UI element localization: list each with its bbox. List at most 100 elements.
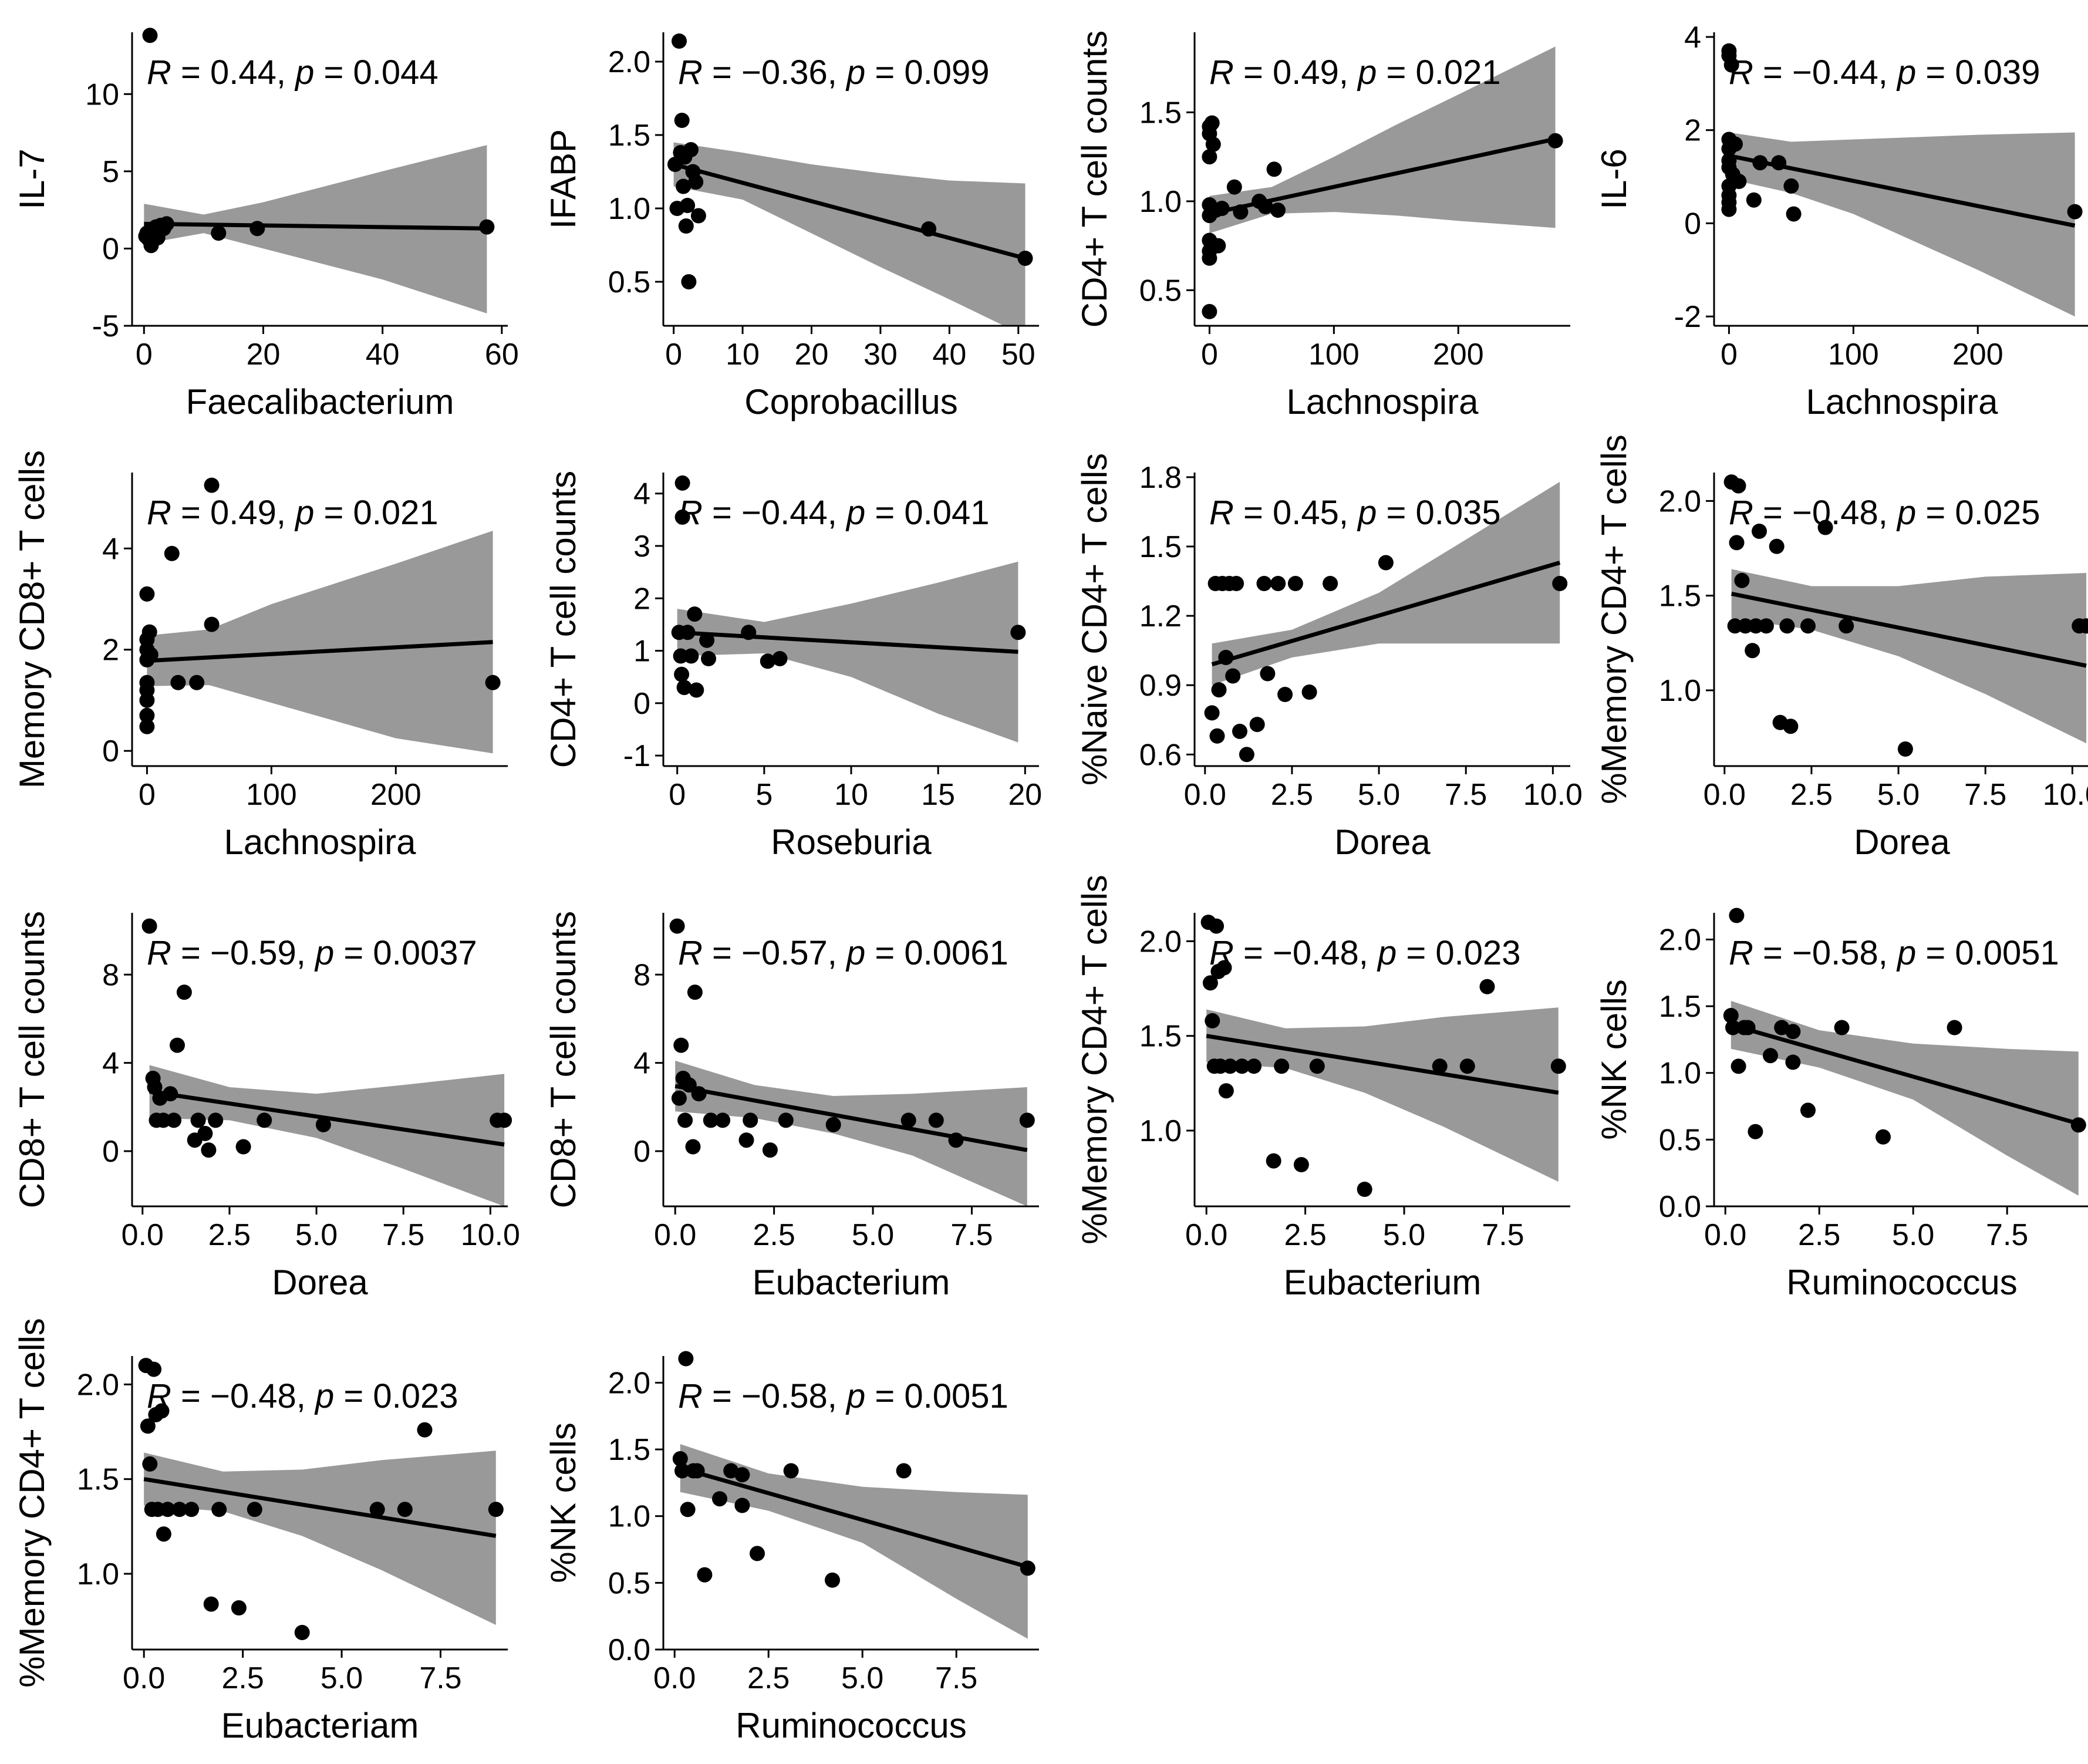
x-tick-label: 2.5 (221, 1661, 264, 1695)
data-point (1301, 684, 1317, 700)
data-point (674, 113, 690, 128)
y-tick-label: 1.5 (1659, 579, 1701, 613)
data-point (1357, 1182, 1372, 1197)
data-point (211, 225, 227, 241)
x-tick-label: 7.5 (935, 1661, 977, 1695)
correlation-annotation: R = −0.36, p = 0.099 (678, 53, 990, 92)
x-tick-label: 40 (366, 338, 400, 372)
data-point (672, 33, 687, 49)
data-point (673, 648, 689, 664)
data-point (1378, 555, 1394, 571)
x-tick-label: 100 (1308, 338, 1360, 372)
data-point (231, 1600, 247, 1615)
data-point (685, 1139, 701, 1155)
data-point (139, 586, 155, 602)
data-point (673, 1037, 689, 1053)
panel-1: 0 20 40 60 -5 0 5 10 Faecalibacterium IL-7 R = 0.4… (12, 28, 519, 421)
y-axis-title: CD4+ T cell counts (544, 471, 583, 768)
x-tick-label: 0.0 (1184, 778, 1226, 812)
correlation-annotation: R = −0.48, p = 0.023 (147, 1377, 458, 1415)
data-point (1758, 618, 1774, 634)
data-point (141, 624, 157, 640)
confidence-band (1212, 481, 1560, 686)
y-axis-title: CD8+ T cell counts (544, 911, 583, 1208)
data-point (1725, 1020, 1740, 1036)
data-point (2079, 618, 2088, 634)
x-axis-title: Eubacteriam (221, 1706, 419, 1745)
x-tick-label: 40 (932, 338, 966, 372)
regression-line (1206, 1034, 1559, 1095)
data-point (1234, 1058, 1250, 1074)
data-point (734, 1497, 750, 1513)
data-point (249, 221, 265, 237)
data-point (1270, 203, 1286, 218)
data-point (142, 1456, 158, 1472)
data-point (204, 477, 220, 493)
data-point (680, 1502, 696, 1517)
x-tick-label: 0 (1201, 338, 1218, 372)
data-point (1738, 618, 1753, 634)
data-point (156, 1112, 171, 1128)
regression-line (149, 1090, 505, 1147)
data-point (1202, 303, 1217, 319)
data-point (1249, 717, 1265, 733)
data-point (1266, 161, 1282, 177)
data-point (170, 1037, 185, 1053)
data-point (674, 475, 690, 491)
y-tick-label: 2.0 (1659, 484, 1701, 518)
x-tick-label: 5.0 (321, 1661, 363, 1695)
regression-line (1209, 137, 1556, 216)
data-point (1785, 1024, 1801, 1040)
data-point (1256, 576, 1272, 591)
y-axis-title: IL-7 (12, 149, 52, 209)
panel-2: 0 10 20 30 40 50 0.5 1.0 1.5 2.0 Coprobacillus IFAB… (544, 32, 1039, 421)
data-point (1479, 979, 1495, 994)
data-point (712, 1491, 727, 1507)
x-tick-label: 7.5 (1986, 1218, 2028, 1252)
x-axis-title: Eubacterium (1284, 1263, 1482, 1302)
data-point (734, 1467, 750, 1483)
confidence-band (144, 1451, 496, 1625)
regression-line (674, 1084, 1028, 1152)
x-tick-label: 10.0 (461, 1218, 520, 1252)
panel-6: 0 5 10 15 20 -1 0 1 2 3 4 Roseburia CD4+ T cell coun… (544, 471, 1042, 862)
data-point (681, 274, 697, 289)
y-tick-label: 0.0 (1659, 1190, 1701, 1224)
y-tick-label: 4 (1684, 21, 1701, 55)
data-point (678, 218, 694, 234)
data-point (140, 1418, 156, 1434)
data-point (170, 674, 186, 690)
data-point (369, 1502, 385, 1517)
data-point (139, 692, 155, 708)
confidence-band (1209, 46, 1556, 234)
regression-line (679, 1466, 1028, 1569)
data-point (1723, 57, 1739, 73)
x-tick-label: 2.5 (1790, 778, 1833, 812)
data-point (315, 1117, 331, 1132)
data-point (750, 1546, 765, 1561)
regression-line (677, 630, 1018, 654)
y-tick-label: 1.0 (1659, 674, 1701, 708)
data-point (669, 918, 685, 934)
data-point (1729, 908, 1745, 923)
data-point (1731, 174, 1747, 189)
data-point (1723, 1008, 1739, 1023)
y-tick-label: 1.0 (1659, 1057, 1701, 1091)
data-point (896, 1463, 912, 1479)
data-point (1226, 179, 1242, 195)
panel-11: 0.0 2.5 5.0 7.5 1.0 1.5 2.0 Eubacterium %Memory … (1075, 875, 1570, 1302)
y-axis-title: CD8+ T cell counts (12, 911, 52, 1208)
data-point (141, 918, 157, 934)
x-tick-label: 7.5 (950, 1218, 993, 1252)
y-tick-label: -5 (92, 309, 119, 343)
data-point (211, 1502, 227, 1517)
data-point (772, 651, 788, 666)
x-tick-label: 100 (246, 778, 297, 812)
data-point (683, 142, 699, 157)
data-point (1734, 572, 1750, 588)
x-tick-label: 5.0 (1877, 778, 1920, 812)
data-point (1266, 1153, 1281, 1169)
data-point (689, 682, 704, 698)
panel-10: 0.0 2.5 5.0 7.5 0 4 8 Eubacterium CD8+ T cell co… (544, 911, 1039, 1302)
